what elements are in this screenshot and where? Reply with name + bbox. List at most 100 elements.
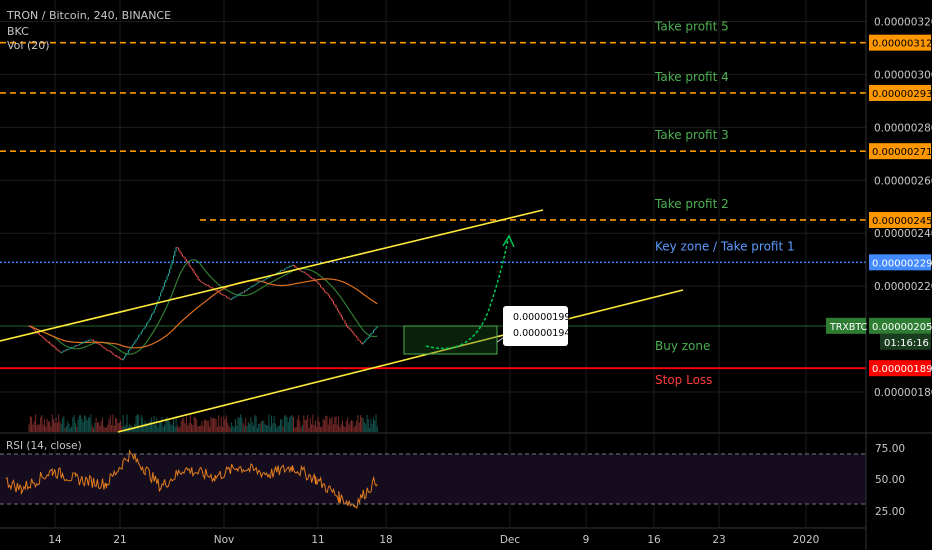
time-axis[interactable]: 14 21 Nov 11 18 Dec 9 16 23 2020: [48, 534, 819, 546]
volume-bar: [116, 418, 118, 432]
time-tick: 16: [647, 534, 661, 546]
volume-bar: [250, 417, 252, 432]
volume-bar: [362, 417, 364, 432]
volume-bar: [197, 426, 199, 432]
level-price-text: 0.00000245: [872, 216, 932, 227]
channel-upper-line[interactable]: [0, 209, 544, 342]
volume-bar: [182, 418, 184, 432]
volume-bar: [64, 427, 66, 432]
projection-arrow[interactable]: [425, 239, 509, 350]
volume-bar: [372, 417, 374, 432]
candle-body: [220, 293, 222, 295]
candle-body: [375, 327, 377, 330]
volume-bar: [31, 417, 33, 432]
candle-body: [45, 338, 47, 341]
time-tick: 11: [311, 534, 324, 546]
candle-body: [153, 309, 155, 313]
volume-bar: [243, 425, 245, 432]
candle-body: [140, 331, 142, 335]
candle-body: [171, 260, 173, 265]
candle-body: [49, 341, 51, 344]
time-tick: Nov: [214, 534, 235, 546]
volume-bar: [153, 415, 155, 432]
candle-body: [89, 339, 91, 341]
level-price-text: 0.00000312: [872, 39, 932, 50]
volume-bar: [183, 418, 185, 432]
candle-body: [169, 268, 171, 274]
candle-body: [330, 297, 332, 299]
volume-bar: [81, 418, 83, 432]
candle-body: [251, 285, 253, 287]
symbol-title[interactable]: TRON / Bitcoin, 240, BINANCE: [7, 9, 172, 22]
volume-bar: [188, 423, 190, 432]
candle-body: [59, 351, 61, 353]
volume-bar: [308, 427, 310, 432]
volume-bar: [83, 415, 85, 432]
channel-lower-line[interactable]: [117, 289, 684, 433]
level-label: Stop Loss: [655, 373, 712, 387]
volume-bar: [292, 417, 294, 432]
buy-zone-box[interactable]: [403, 325, 498, 355]
volume-bar: [286, 416, 288, 432]
candle-body: [121, 358, 123, 361]
volume-bar: [93, 427, 95, 432]
volume-bar: [245, 418, 247, 432]
volume-bar: [358, 422, 360, 432]
candle-body: [232, 297, 234, 300]
candle-body: [63, 350, 65, 352]
candle-body: [80, 343, 82, 345]
volume-bar: [125, 424, 127, 432]
candle-body: [210, 287, 212, 289]
indicator-bkc[interactable]: BKC: [7, 25, 29, 38]
volume-bar: [86, 420, 88, 432]
volume-bar: [102, 417, 104, 432]
indicator-volume[interactable]: Vol (20): [7, 39, 50, 52]
candle-body: [307, 273, 309, 276]
candle-body: [42, 337, 44, 339]
candle-body: [215, 290, 217, 292]
candle-body: [47, 341, 49, 343]
volume-bar: [314, 420, 316, 432]
volume-bar: [147, 423, 149, 432]
candle-body: [187, 261, 189, 263]
volume-bar: [303, 415, 305, 432]
candle-body: [268, 276, 270, 278]
candle-body: [51, 344, 53, 346]
volume-bar: [259, 423, 261, 432]
candle-body: [136, 337, 138, 340]
volume-bar: [265, 425, 267, 432]
candle-body: [201, 281, 203, 283]
candle-body: [91, 339, 93, 341]
candle-body: [78, 344, 80, 346]
candle-body: [196, 274, 198, 277]
volume-bar: [56, 422, 58, 432]
volume-bar: [309, 418, 311, 432]
candle-body: [102, 346, 104, 348]
level-label: Take profit 5: [654, 20, 729, 34]
volume-bar: [278, 425, 280, 432]
volume-bar: [317, 416, 319, 432]
trend-channel[interactable]: [0, 209, 684, 433]
volume-bar: [203, 419, 205, 432]
volume-bar: [44, 418, 45, 432]
candle-body: [114, 355, 116, 357]
volume-bar: [336, 424, 338, 432]
candle-body: [90, 339, 92, 341]
level-price-text: 0.00000271: [872, 147, 932, 158]
volume-bar: [255, 416, 257, 432]
candle-body: [81, 342, 83, 344]
volume-bar: [49, 421, 51, 432]
candle-body: [354, 335, 356, 337]
rsi-tick: 25.00: [875, 506, 905, 518]
buy-zone-callout[interactable]: 0.00000199 0.00000194: [496, 306, 570, 346]
volume-bar: [277, 425, 279, 432]
candle-body: [103, 347, 105, 349]
volume-bar: [349, 421, 351, 432]
rsi-path: [5, 449, 378, 510]
volume-bar: [85, 416, 87, 432]
volume-bar: [55, 417, 57, 432]
price-axis[interactable]: 0.00000320 0.00000300 0.00000280 0.00000260…: [874, 17, 932, 400]
volume-bar: [228, 425, 230, 432]
volume-bar: [339, 427, 341, 432]
